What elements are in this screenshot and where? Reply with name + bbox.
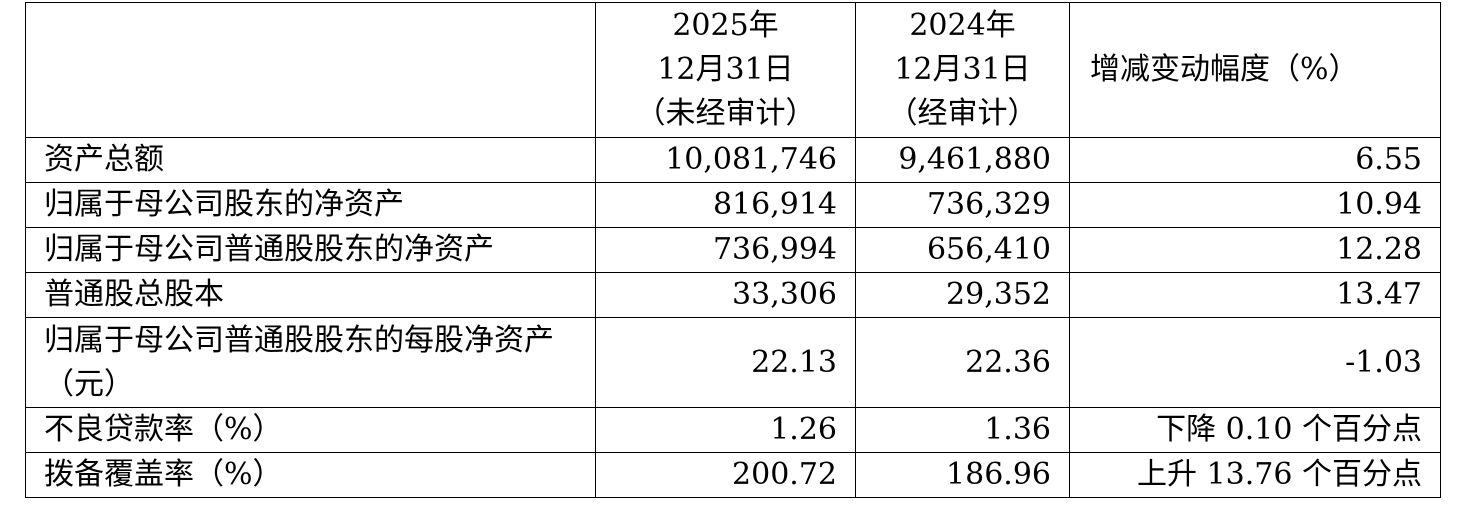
header-text: 12月31日	[657, 52, 794, 87]
data-row: 普通股总股本 33,306 29,352 13.47	[25, 272, 1441, 318]
row-label: 资产总额	[25, 137, 596, 183]
data-row: 资产总额 10,081,746 9,461,880 6.55	[25, 137, 1441, 183]
cell-value: 1.26	[595, 407, 856, 453]
row-label: 归属于母公司股东的净资产	[25, 182, 596, 228]
row-label: 归属于母公司普通股股东的净资产	[25, 227, 596, 273]
cell-value: 22.13	[595, 317, 856, 408]
header-cell	[25, 2, 596, 138]
data-row: 归属于母公司普通股股东的每股净资产（元） 22.13 22.36 -1.03	[25, 317, 1441, 408]
header-row: 2025年 12月31日 （未经审计） 2024年 12月31日 （经审计） 增减变动幅度（…	[25, 2, 1441, 138]
row-label: 普通股总股本	[25, 272, 596, 318]
header-text: 2025年	[672, 8, 779, 43]
row-label: 归属于母公司普通股股东的每股净资产（元）	[25, 317, 596, 408]
header-cell: 增减变动幅度（%）	[1069, 2, 1441, 138]
cell-value: 33,306	[595, 272, 856, 318]
table-body: 2025年 12月31日 （未经审计） 2024年 12月31日 （经审计） 增减变动幅度（…	[25, 2, 1441, 498]
cell-value: 上升 13.76 个百分点	[1069, 452, 1441, 498]
data-table: 2025年 12月31日 （未经审计） 2024年 12月31日 （经审计） 增减变动幅度（…	[25, 2, 1441, 498]
row-label: 拨备覆盖率（%）	[25, 452, 596, 498]
data-row: 归属于母公司股东的净资产 816,914 736,329 10.94	[25, 182, 1441, 228]
cell-value: 200.72	[595, 452, 856, 498]
cell-value: -1.03	[1069, 317, 1441, 408]
cell-value: 6.55	[1069, 137, 1441, 183]
cell-value: 736,994	[595, 227, 856, 273]
header-text: 12月31日	[894, 52, 1031, 87]
header-text: 增减变动幅度（%）	[1090, 52, 1359, 87]
cell-value: 22.36	[855, 317, 1070, 408]
cell-value: 816,914	[595, 182, 856, 228]
header-cell: 2024年 12月31日 （经审计）	[855, 2, 1070, 138]
header-cell: 2025年 12月31日 （未经审计）	[595, 2, 856, 138]
header-text: 2024年	[909, 8, 1016, 43]
data-row: 不良贷款率（%） 1.26 1.36 下降 0.10 个百分点	[25, 407, 1441, 453]
cell-value: 29,352	[855, 272, 1070, 318]
cell-value: 10,081,746	[595, 137, 856, 183]
cell-value: 736,329	[855, 182, 1070, 228]
cell-value: 13.47	[1069, 272, 1441, 318]
cell-value: 186.96	[855, 452, 1070, 498]
cell-value: 12.28	[1069, 227, 1441, 273]
header-text: （经审计）	[887, 96, 1038, 131]
row-label: 不良贷款率（%）	[25, 407, 596, 453]
cell-value: 10.94	[1069, 182, 1441, 228]
cell-value: 9,461,880	[855, 137, 1070, 183]
header-text: （未经审计）	[635, 96, 816, 131]
cell-value: 下降 0.10 个百分点	[1069, 407, 1441, 453]
data-row: 归属于母公司普通股股东的净资产 736,994 656,410 12.28	[25, 227, 1441, 273]
cell-value: 1.36	[855, 407, 1070, 453]
data-row: 拨备覆盖率（%） 200.72 186.96 上升 13.76 个百分点	[25, 452, 1441, 498]
cell-value: 656,410	[855, 227, 1070, 273]
